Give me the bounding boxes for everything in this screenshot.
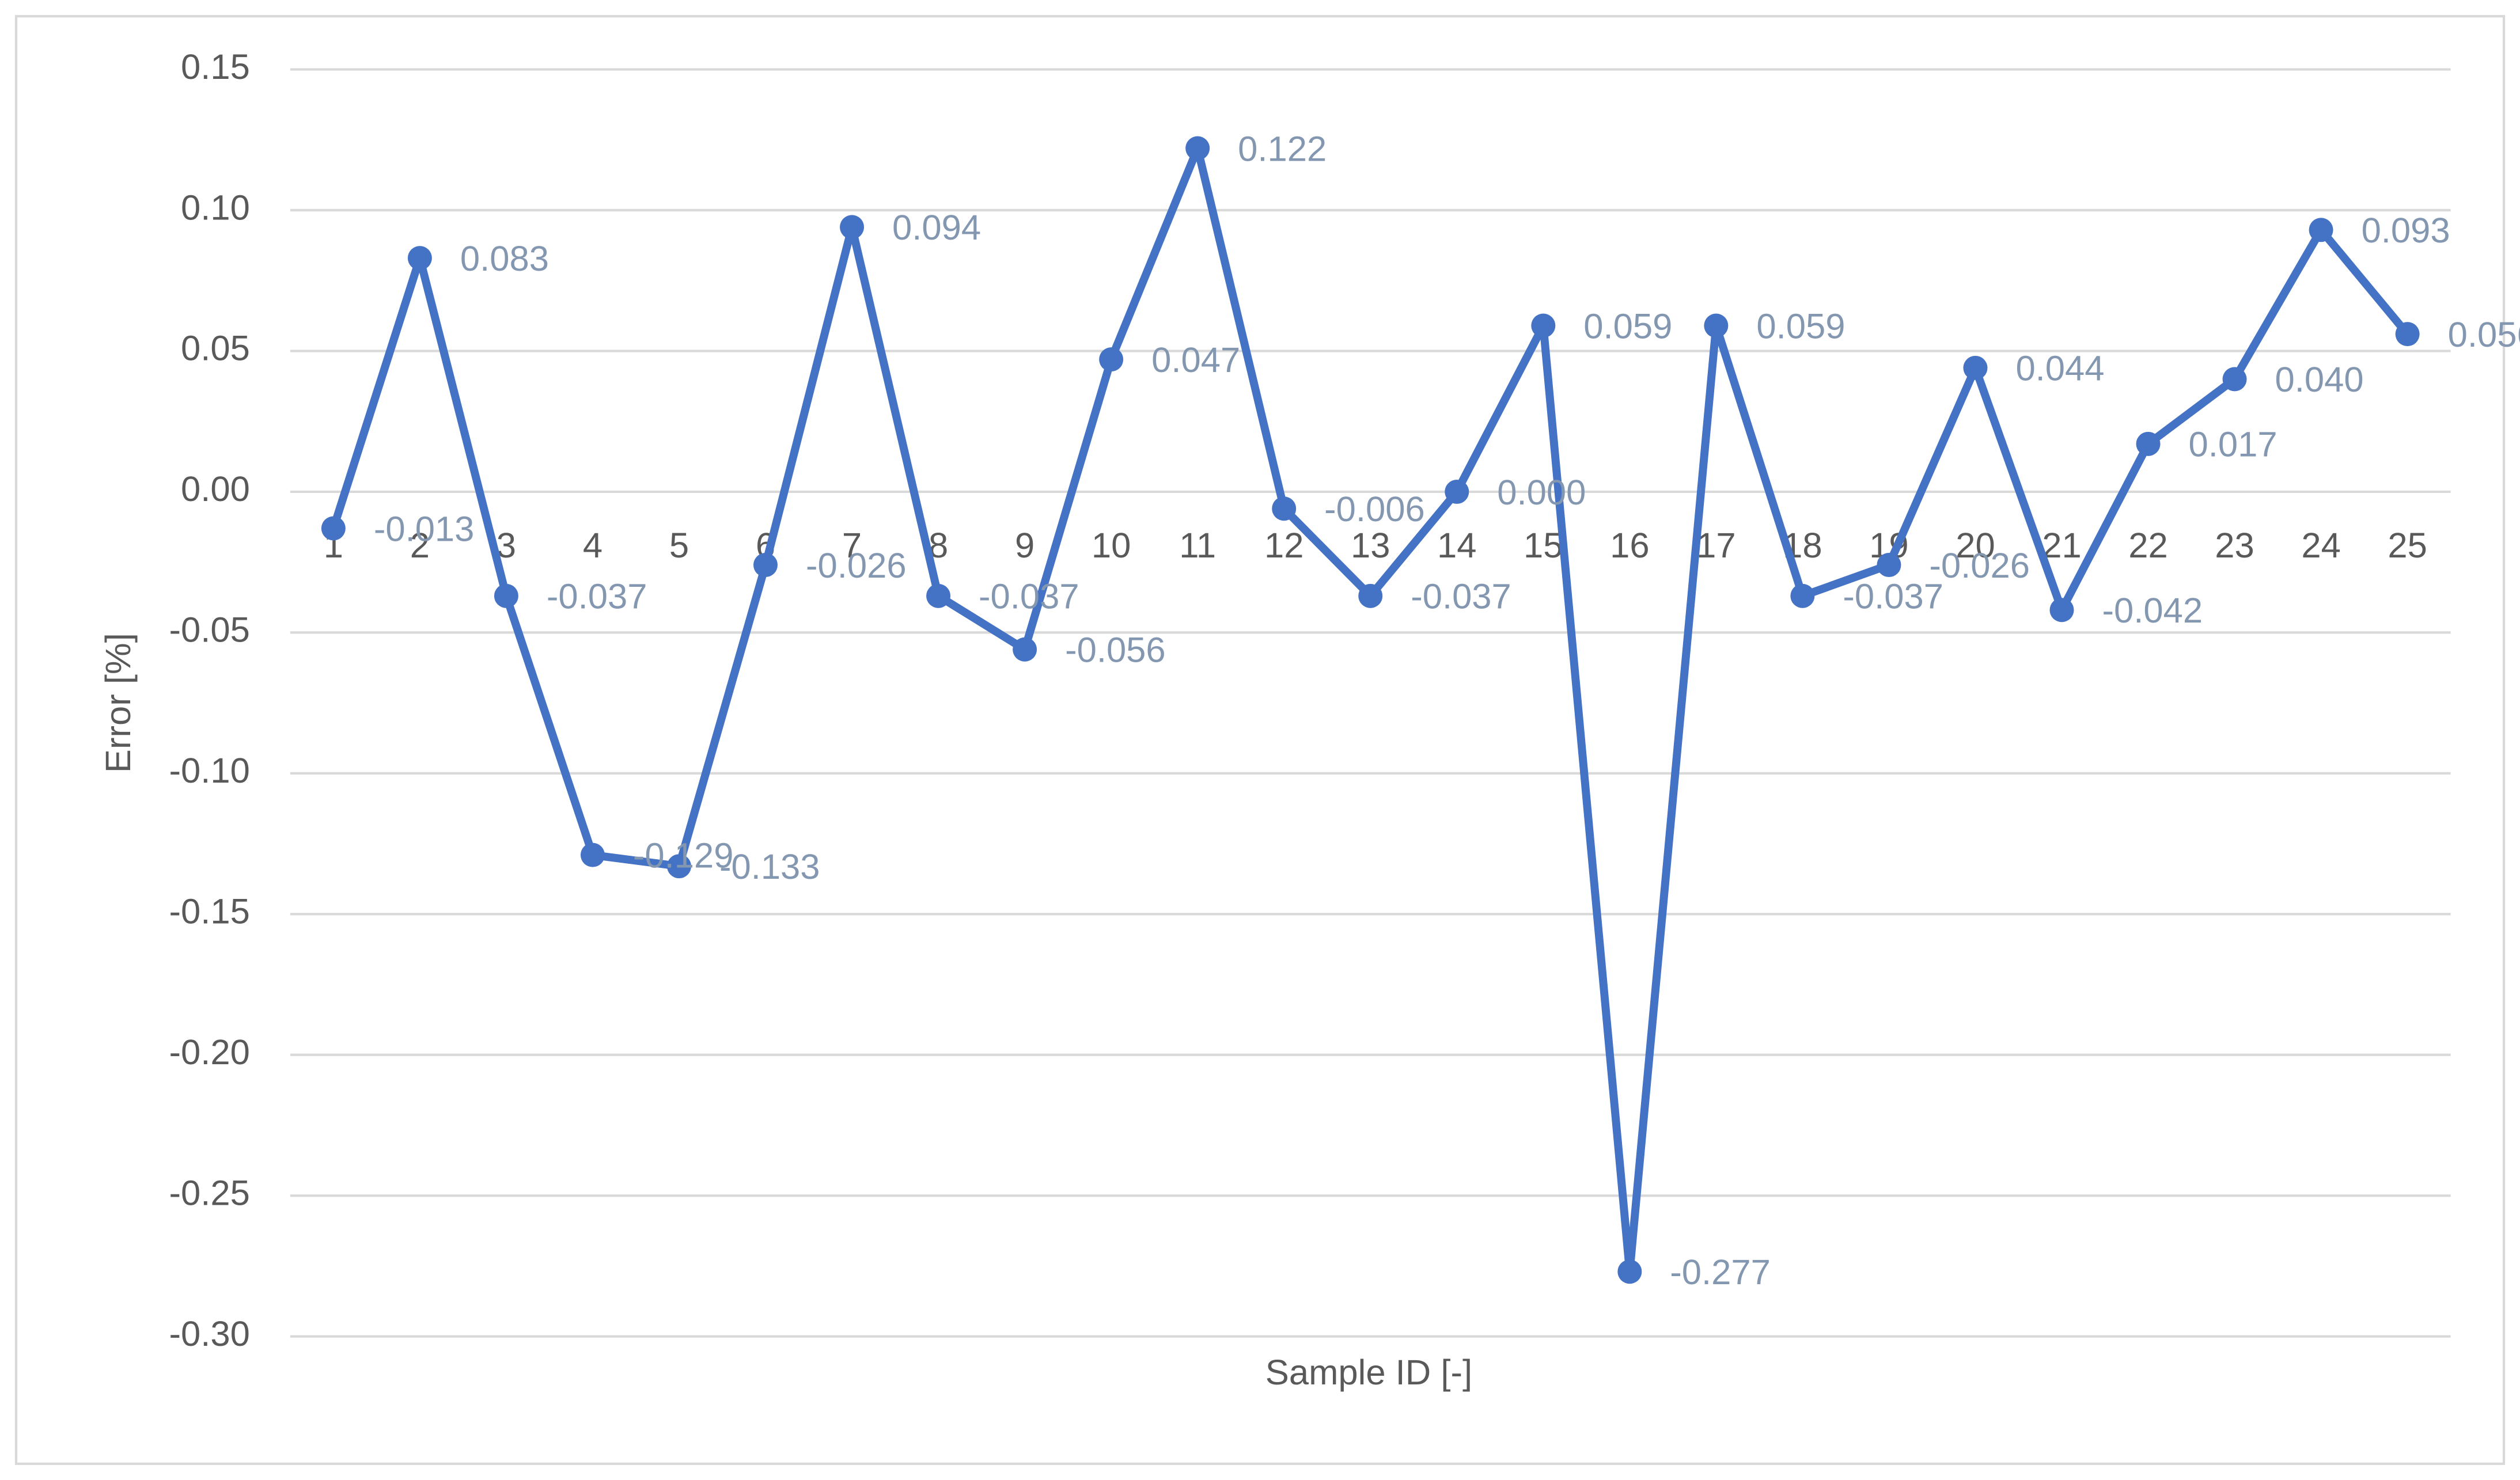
data-label: -0.133 bbox=[719, 847, 820, 887]
y-tick-label: 0.00 bbox=[181, 469, 250, 509]
y-tick-label: -0.25 bbox=[169, 1173, 250, 1213]
data-point bbox=[1617, 1259, 1642, 1284]
data-point bbox=[840, 215, 865, 240]
x-tick-label: 14 bbox=[1437, 526, 1477, 566]
data-label: 0.094 bbox=[892, 208, 981, 248]
data-point bbox=[1704, 313, 1729, 338]
data-point bbox=[2222, 367, 2247, 392]
x-axis-title: Sample ID [-] bbox=[1265, 1353, 1472, 1392]
data-label: 0.044 bbox=[2015, 349, 2104, 389]
data-point bbox=[1358, 583, 1383, 608]
data-point bbox=[2049, 598, 2074, 623]
y-tick-label: -0.20 bbox=[169, 1033, 250, 1072]
x-tick-label: 24 bbox=[2301, 526, 2341, 566]
data-label: 0.040 bbox=[2275, 360, 2364, 400]
data-point bbox=[1877, 553, 1901, 578]
data-label: -0.042 bbox=[2102, 591, 2203, 631]
x-tick-label: 22 bbox=[2128, 526, 2168, 566]
data-point bbox=[1272, 496, 1297, 521]
y-tick-label: -0.10 bbox=[169, 751, 250, 791]
data-label: -0.006 bbox=[1324, 489, 1425, 529]
data-label: -0.277 bbox=[1670, 1253, 1771, 1292]
data-point bbox=[666, 854, 691, 879]
x-tick-label: 17 bbox=[1696, 526, 1736, 566]
x-tick-label: 25 bbox=[2388, 526, 2427, 566]
data-label: 0.059 bbox=[1756, 306, 1845, 346]
data-label: 0.059 bbox=[1583, 306, 1672, 346]
data-point bbox=[1099, 347, 1124, 372]
data-label: -0.026 bbox=[806, 546, 907, 586]
y-tick-label: -0.30 bbox=[169, 1314, 250, 1354]
data-label: 0.000 bbox=[1497, 473, 1586, 513]
y-tick-label: 0.15 bbox=[181, 47, 250, 87]
x-tick-label: 20 bbox=[1956, 526, 1995, 566]
data-label: 0.122 bbox=[1238, 129, 1327, 169]
data-point bbox=[321, 516, 346, 541]
data-point bbox=[494, 583, 518, 608]
x-tick-label: 16 bbox=[1610, 526, 1650, 566]
data-point bbox=[407, 246, 432, 271]
x-tick-label: 21 bbox=[2042, 526, 2082, 566]
data-point bbox=[1963, 355, 1988, 380]
x-tick-label: 12 bbox=[1264, 526, 1304, 566]
x-tick-label: 15 bbox=[1524, 526, 1563, 566]
data-label: 0.056 bbox=[2448, 315, 2520, 355]
data-label: 0.093 bbox=[2362, 211, 2450, 251]
data-label: -0.013 bbox=[374, 509, 475, 549]
data-point bbox=[1013, 637, 1037, 662]
data-label: -0.056 bbox=[1065, 631, 1166, 670]
data-point bbox=[1531, 313, 1556, 338]
x-tick-label: 2 bbox=[410, 526, 430, 566]
data-point bbox=[1445, 479, 1469, 504]
data-label: -0.037 bbox=[547, 577, 647, 617]
data-point bbox=[2136, 431, 2161, 456]
data-label: 0.083 bbox=[460, 239, 549, 279]
data-point bbox=[926, 583, 951, 608]
data-label: 0.047 bbox=[1151, 340, 1240, 380]
data-label: -0.026 bbox=[1929, 546, 2030, 586]
x-tick-label: 5 bbox=[669, 526, 689, 566]
y-tick-label: -0.15 bbox=[169, 892, 250, 932]
data-label: -0.037 bbox=[979, 577, 1079, 617]
x-tick-label: 11 bbox=[1179, 526, 1216, 566]
data-point bbox=[753, 553, 778, 578]
data-point bbox=[1790, 583, 1815, 608]
data-label: -0.037 bbox=[1843, 577, 1943, 617]
data-point bbox=[2395, 322, 2420, 347]
x-tick-label: 10 bbox=[1092, 526, 1131, 566]
data-label: 0.017 bbox=[2189, 425, 2278, 465]
data-point bbox=[580, 843, 605, 867]
data-label: -0.129 bbox=[633, 836, 734, 875]
y-tick-label: 0.05 bbox=[181, 329, 250, 369]
data-point bbox=[1185, 136, 1210, 161]
x-tick-label: 9 bbox=[1015, 526, 1034, 566]
x-tick-label: 13 bbox=[1351, 526, 1390, 566]
x-tick-label: 7 bbox=[842, 526, 862, 566]
data-point bbox=[2309, 218, 2333, 242]
data-label: -0.037 bbox=[1411, 577, 1511, 617]
y-tick-label: 0.10 bbox=[181, 188, 250, 227]
y-tick-label: -0.05 bbox=[169, 610, 250, 650]
y-axis-title: Error [%] bbox=[98, 633, 138, 773]
chart-border bbox=[14, 15, 2506, 1465]
x-tick-label: 4 bbox=[583, 526, 602, 566]
x-tick-label: 23 bbox=[2215, 526, 2254, 566]
